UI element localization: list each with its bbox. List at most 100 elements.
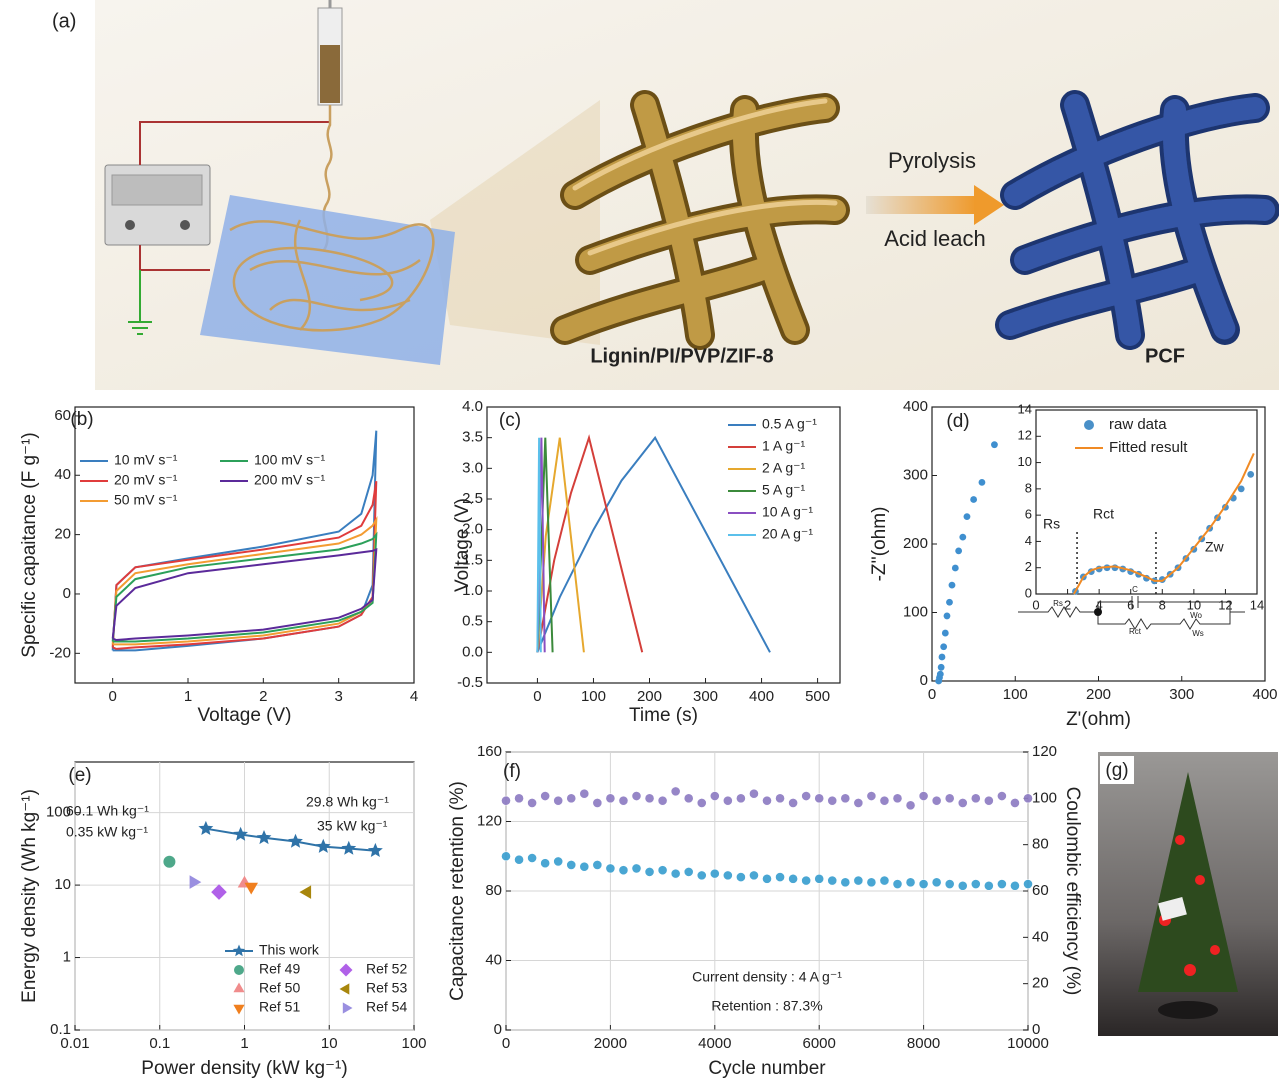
data-point: [919, 791, 928, 800]
y-tick-label: 120: [477, 812, 502, 829]
y-tick-label: 8: [1025, 480, 1032, 495]
data-point: [938, 664, 945, 671]
data-point: [1247, 471, 1254, 478]
panel-label: (a): [52, 10, 76, 32]
data-point: [501, 796, 510, 805]
annotation: Rs: [1043, 516, 1060, 532]
data-point: [580, 789, 589, 798]
y-tick-label: -20: [49, 644, 71, 661]
legend-swatch: [234, 965, 244, 975]
data-point: [163, 856, 175, 868]
y2-tick-label: 120: [1032, 743, 1057, 760]
data-point: [606, 794, 615, 803]
y2-tick-label: 60: [1032, 882, 1049, 899]
data-point: [970, 496, 977, 503]
body: (a) Pyrolysis Acid leach Lignin/PI/PVP/Z…: [0, 0, 1279, 1080]
data-point: [541, 859, 550, 868]
data-point: [940, 643, 947, 650]
data-point: [906, 801, 915, 810]
x-tick-label: 10000: [1007, 1035, 1049, 1052]
ornament: [1195, 875, 1205, 885]
legend-label: 10 A g⁻¹: [762, 504, 813, 520]
y-tick-label: 60: [54, 407, 71, 424]
data-point: [684, 794, 693, 803]
ornament: [1175, 835, 1185, 845]
y-tick-label: 400: [903, 398, 928, 415]
legend-label: 10 mV s⁻¹: [114, 452, 178, 468]
data-point: [658, 796, 667, 805]
legend-label: 1 A g⁻¹: [762, 438, 806, 454]
data-point: [944, 613, 951, 620]
data-point: [958, 798, 967, 807]
y-tick-label: 3.0: [462, 459, 483, 476]
circuit-label: Rs: [1053, 599, 1063, 608]
y-tick-label: 2: [1025, 559, 1032, 574]
legend-label: raw data: [1109, 416, 1167, 433]
y-tick-label: 100: [903, 603, 928, 620]
data-point: [541, 791, 550, 800]
data-point: [959, 534, 966, 541]
legend-label: Ref 50: [259, 980, 300, 996]
data-point: [952, 565, 959, 572]
data-point: [762, 796, 771, 805]
data-point: [937, 671, 944, 678]
data-point: [984, 881, 993, 890]
data-point: [684, 867, 693, 876]
panel-label: (e): [68, 765, 91, 786]
legend-swatch: [1084, 420, 1094, 430]
x-tick-label: 400: [1252, 686, 1277, 703]
x-tick-label: 3: [334, 688, 342, 705]
arrow-label: Pyrolysis: [888, 148, 976, 173]
x-tick-label: 2000: [594, 1035, 627, 1052]
data-point: [619, 866, 628, 875]
x-tick-label: 0: [502, 1035, 510, 1052]
legend-label: Ref 51: [259, 999, 300, 1015]
annotation: 60.1 Wh kg⁻¹: [66, 803, 149, 819]
data-point: [580, 862, 589, 871]
x-tick-label: 8000: [907, 1035, 940, 1052]
data-point: [828, 796, 837, 805]
y-tick-label: 4.0: [462, 398, 483, 415]
arrow-label: Acid leach: [884, 226, 986, 251]
x-tick-label: 8: [1159, 597, 1166, 612]
x-tick-label: 0.1: [149, 1035, 170, 1052]
data-point: [749, 871, 758, 880]
data-point: [971, 794, 980, 803]
data-point: [949, 582, 956, 589]
y2-tick-label: 20: [1032, 975, 1049, 992]
data-point: [867, 791, 876, 800]
data-point: [945, 794, 954, 803]
data-point: [955, 547, 962, 554]
data-point: [554, 857, 563, 866]
data-point: [645, 794, 654, 803]
figure: (a) Pyrolysis Acid leach Lignin/PI/PVP/Z…: [0, 0, 1279, 1080]
y-tick-label: 12: [1018, 428, 1032, 443]
x-tick-label: 400: [749, 688, 774, 705]
y-axis-title: Voltage (V): [452, 498, 473, 592]
data-point: [991, 441, 998, 448]
y-axis-title: -Z''(ohm): [869, 507, 890, 582]
y-tick-label: 160: [477, 743, 502, 760]
circuit-node: [1094, 608, 1102, 616]
data-point: [939, 654, 946, 661]
knob: [125, 220, 135, 230]
x-axis-title: Cycle number: [708, 1058, 826, 1079]
data-point: [528, 798, 537, 807]
x-tick-label: 4: [410, 688, 418, 705]
x-tick-label: 200: [1086, 686, 1111, 703]
x-tick-label: 300: [693, 688, 718, 705]
circuit-label: C: [1132, 585, 1138, 594]
y2-tick-label: 40: [1032, 928, 1049, 945]
x-tick-label: 14: [1250, 597, 1264, 612]
circuit-label: Wo: [1190, 611, 1202, 620]
legend-label: 2 A g⁻¹: [762, 460, 806, 476]
ornament: [1210, 945, 1220, 955]
y-tick-label: 0.1: [50, 1021, 71, 1038]
circuit-label: Ws: [1192, 629, 1204, 638]
data-point: [932, 878, 941, 887]
x-tick-label: 0: [533, 688, 541, 705]
circuit-label: Rct: [1129, 627, 1142, 636]
x-tick-label: 300: [1169, 686, 1194, 703]
data-point: [1023, 879, 1032, 888]
data-point: [828, 876, 837, 885]
